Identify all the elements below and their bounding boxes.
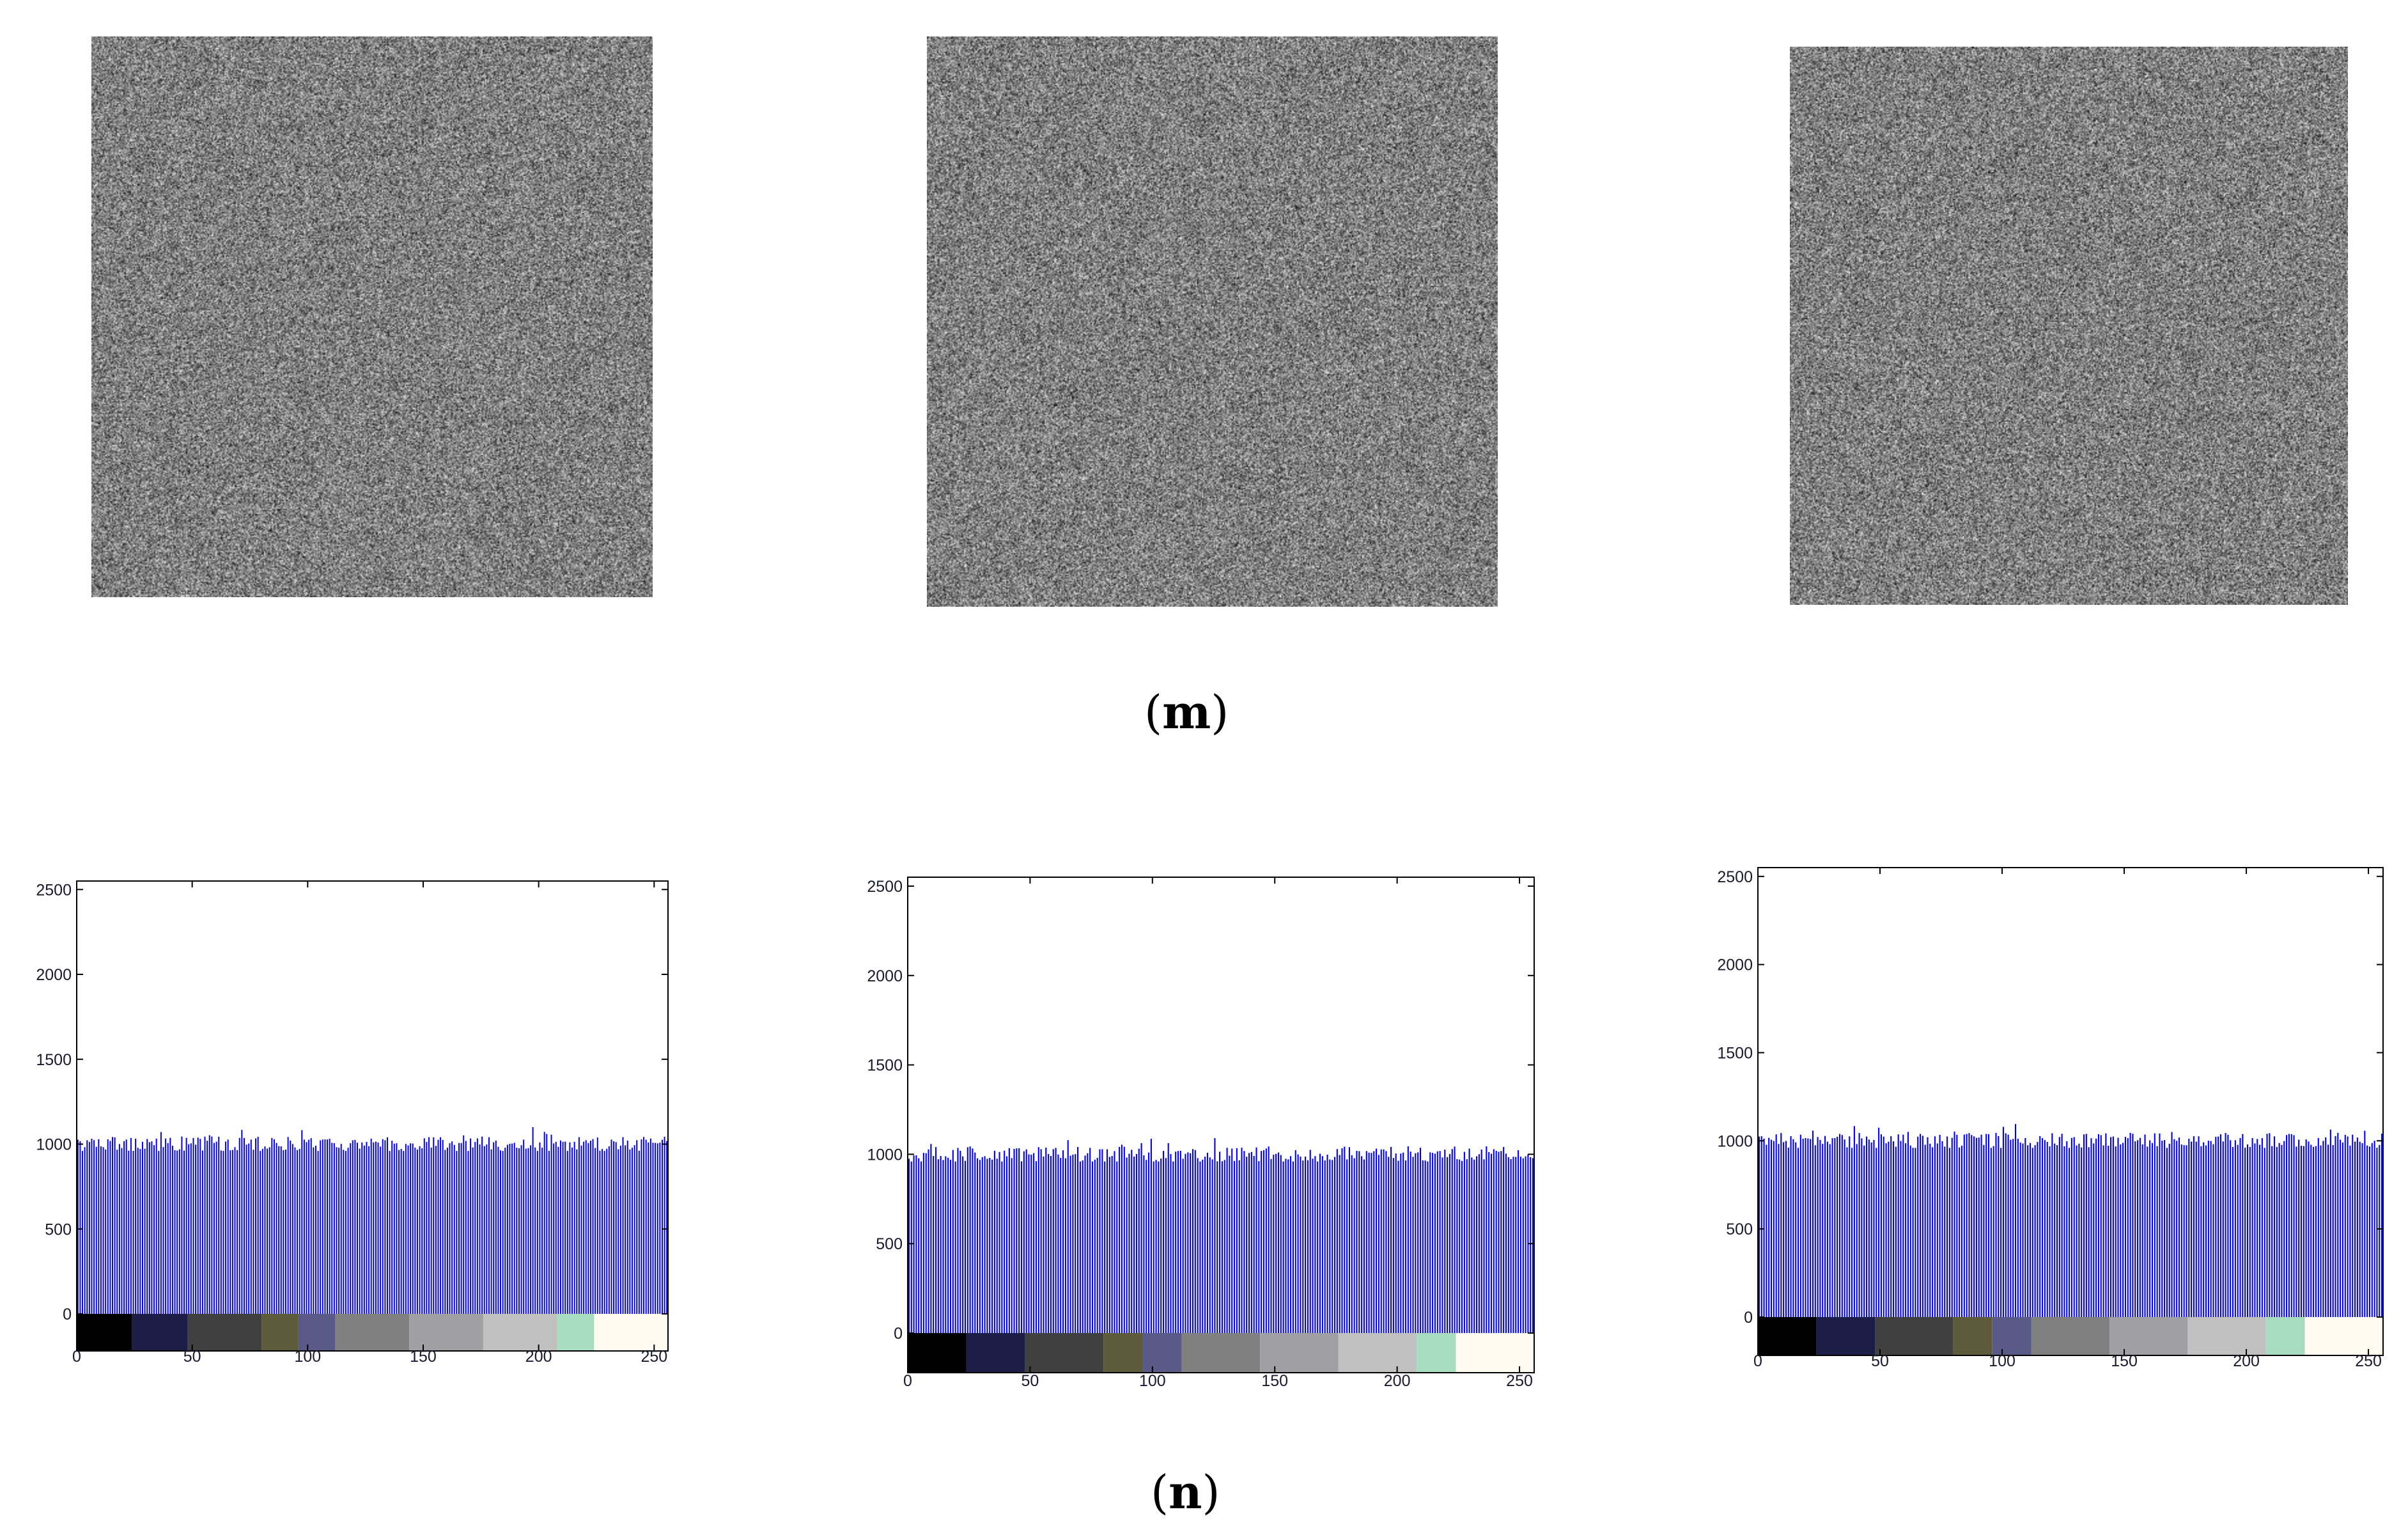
x-tick-label: 200: [2233, 1352, 2260, 1370]
y-tick-label: 2500: [1717, 868, 1753, 886]
y-tick-label: 2000: [1717, 956, 1753, 974]
x-tick-label: 200: [1384, 1372, 1411, 1390]
y-tick-label: 2500: [867, 878, 903, 896]
bars-group: [1758, 1124, 2383, 1317]
colorbar-segment: [77, 1314, 132, 1351]
y-tick-label: 500: [45, 1221, 72, 1238]
bars-group: [908, 1138, 1534, 1333]
colorbar-segment: [2265, 1317, 2305, 1355]
colorbar-segment: [483, 1314, 557, 1351]
x-tick-label: 100: [1139, 1372, 1166, 1390]
y-tick-label: 1500: [36, 1051, 72, 1069]
colorbar-segment: [1025, 1333, 1104, 1373]
x-tick-label: 100: [294, 1348, 321, 1366]
colorbar-segment: [1992, 1317, 2031, 1355]
y-tick-label: 0: [1744, 1309, 1753, 1327]
x-tick-label: 250: [641, 1348, 667, 1366]
colorbar-segment: [1338, 1333, 1417, 1373]
y-tick-label: 0: [894, 1325, 903, 1343]
y-tick-label: 1000: [36, 1136, 72, 1154]
x-tick-label: 150: [410, 1348, 437, 1366]
y-tick-label: 500: [876, 1235, 903, 1253]
colorbar-segment: [335, 1314, 410, 1351]
colorbar-segment: [1875, 1317, 1954, 1355]
panel-label-n-letter: n: [1169, 1465, 1202, 1519]
y-tick-label: 1000: [1717, 1132, 1753, 1150]
colorbar-segment: [2109, 1317, 2188, 1355]
colorbar-segment: [187, 1314, 262, 1351]
x-tick-label: 250: [2355, 1352, 2382, 1370]
encrypted-image-1: [91, 36, 653, 597]
plot-frame-outline: [76, 880, 669, 1352]
y-tick-label: 0: [63, 1306, 72, 1323]
x-tick-label: 0: [72, 1348, 81, 1366]
encrypted-image-3: [1790, 47, 2348, 605]
x-tick-label: 250: [1506, 1372, 1533, 1390]
x-tick-label: 0: [903, 1372, 912, 1390]
colorbar-segment: [1260, 1333, 1339, 1373]
colorbar-segment: [966, 1333, 1025, 1373]
colorbar-segment: [1142, 1333, 1182, 1373]
colorbar-segment: [557, 1314, 594, 1351]
x-tick-label: 150: [1261, 1372, 1288, 1390]
colorbar-segment: [908, 1333, 967, 1373]
plot-frame-outline: [907, 877, 1535, 1373]
y-tick-label: 1500: [867, 1057, 903, 1075]
colorbar-segment: [1456, 1333, 1534, 1373]
colorbar-segment: [2031, 1317, 2110, 1355]
x-tick-label: 50: [1021, 1372, 1039, 1390]
colorbar-segment: [132, 1314, 188, 1351]
y-tick-label: 2000: [36, 966, 72, 984]
colorbar-segment: [1417, 1333, 1456, 1373]
x-tick-label: 0: [1753, 1352, 1762, 1370]
bars-group: [77, 1127, 668, 1314]
y-tick-label: 500: [1726, 1221, 1753, 1238]
y-tick-label: 2000: [867, 967, 903, 985]
colorbar-segment: [2187, 1317, 2266, 1355]
plot-frame-outline: [1757, 867, 2384, 1356]
y-tick-label: 1000: [867, 1146, 903, 1164]
encrypted-image-2: [927, 36, 1498, 607]
colorbar-segment: [1816, 1317, 1876, 1355]
x-tick-label: 100: [1989, 1352, 2016, 1370]
colorbar-segment: [409, 1314, 483, 1351]
x-tick-label: 50: [183, 1348, 201, 1366]
colorbar-segment: [2304, 1317, 2383, 1355]
y-tick-label: 1500: [1717, 1044, 1753, 1062]
colorbar-segment: [1181, 1333, 1261, 1373]
panel-label-m: (m): [1144, 685, 1229, 739]
colorbar-segment: [1953, 1317, 1992, 1355]
y-tick-label: 2500: [36, 881, 72, 899]
panel-label-m-letter: m: [1162, 685, 1211, 739]
x-tick-label: 150: [2111, 1352, 2138, 1370]
x-tick-label: 50: [1871, 1352, 1889, 1370]
colorbar-segment: [1103, 1333, 1143, 1373]
colorbar-segment: [261, 1314, 299, 1351]
colorbar-segment: [1758, 1317, 1817, 1355]
x-tick-label: 200: [525, 1348, 552, 1366]
colorbar-segment: [594, 1314, 668, 1351]
colorbar-segment: [298, 1314, 336, 1351]
panel-label-n: (n): [1151, 1465, 1220, 1519]
